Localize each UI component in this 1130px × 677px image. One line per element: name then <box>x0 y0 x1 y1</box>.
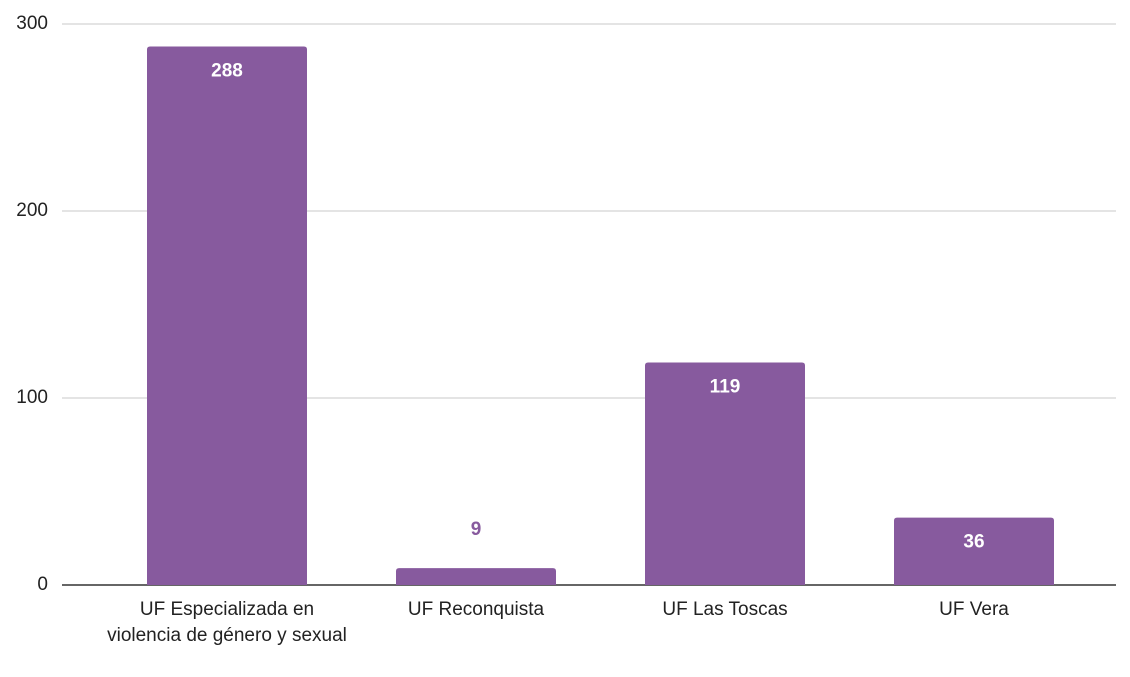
x-tick-label: UF Especializada en violencia de género … <box>107 599 347 646</box>
data-label: 119 <box>710 376 741 397</box>
x-tick-label: UF Las Toscas <box>662 599 788 620</box>
bar <box>894 517 1054 585</box>
x-tick-label: UF Reconquista <box>407 599 545 620</box>
y-tick-label: 300 <box>16 13 48 34</box>
data-label: 36 <box>963 532 984 553</box>
bar <box>147 46 307 585</box>
y-tick-label: 100 <box>16 387 48 408</box>
y-tick-label: 200 <box>16 200 48 221</box>
bar <box>645 362 805 585</box>
bar <box>396 568 556 585</box>
data-label: 9 <box>471 519 482 540</box>
y-tick-label: 0 <box>37 574 48 595</box>
x-tick-label: UF Vera <box>939 599 1009 620</box>
data-label: 288 <box>211 60 243 81</box>
